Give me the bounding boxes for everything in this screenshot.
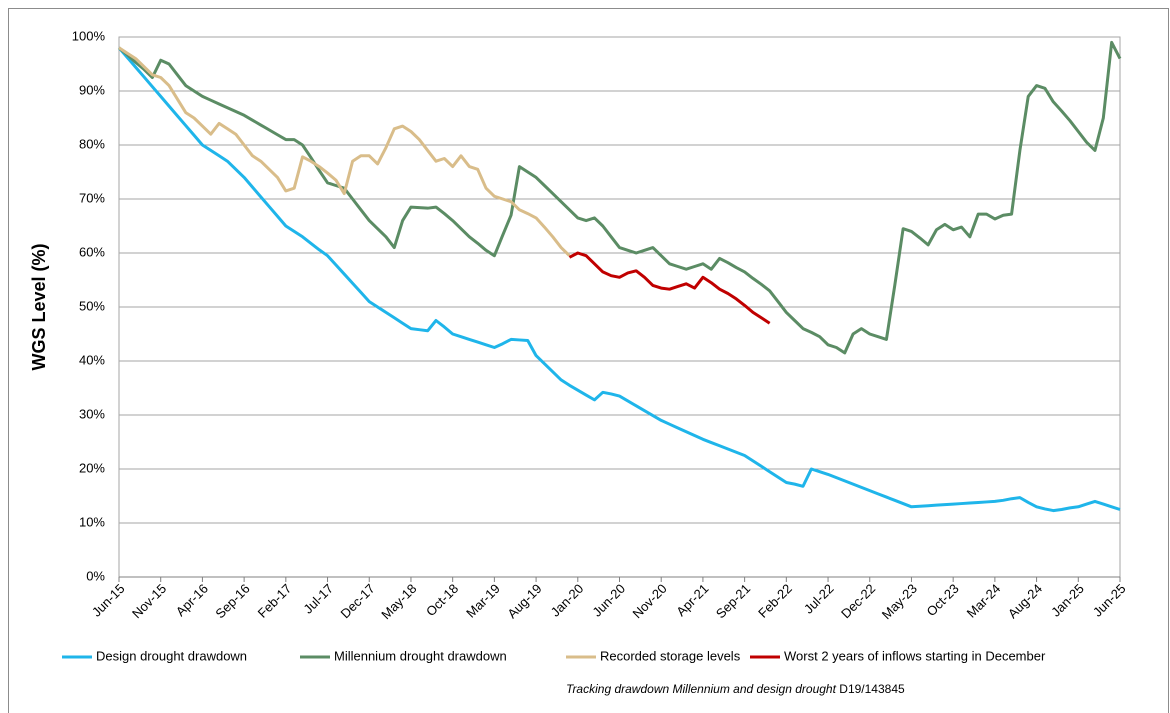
chart-frame <box>8 8 1169 713</box>
x-tick-label: Sep-16 <box>212 581 252 621</box>
footnote: Tracking drawdown Millennium and design … <box>566 682 905 696</box>
x-tick-label: Jan-20 <box>548 581 587 620</box>
x-tick-label: Jul-17 <box>300 581 336 617</box>
x-tick-label: May-18 <box>378 581 419 622</box>
y-tick-label: 10% <box>79 514 105 529</box>
y-tick-label: 50% <box>79 298 105 313</box>
series-line <box>118 40 1122 355</box>
x-tick-label: Jun-25 <box>1090 581 1129 620</box>
x-tick-label: Jun-15 <box>89 581 128 620</box>
y-tick-label: 70% <box>79 190 105 205</box>
x-tick-label: Jan-25 <box>1048 581 1087 620</box>
y-tick-label: 30% <box>79 406 105 421</box>
y-tick-label: 90% <box>79 82 105 97</box>
x-tick-label: Feb-22 <box>755 581 795 621</box>
y-axis-title: WGS Level (%) <box>29 243 49 370</box>
x-tick-label: Feb-17 <box>255 581 295 621</box>
x-tick-label: Oct-18 <box>423 581 461 619</box>
x-tick-label: Mar-19 <box>463 581 503 621</box>
x-tick-label: Dec-17 <box>338 581 378 621</box>
x-tick-label: Aug-24 <box>1005 581 1045 621</box>
footnote-text: Tracking drawdown Millennium and design … <box>566 682 837 696</box>
legend-label: Recorded storage levels <box>600 648 741 663</box>
x-tick-label: Nov-20 <box>630 581 670 621</box>
x-tick-label: Nov-15 <box>129 581 169 621</box>
x-tick-label: Jul-22 <box>801 581 837 617</box>
x-tick-label: May-23 <box>879 581 920 622</box>
y-tick-label: 60% <box>79 244 105 259</box>
legend-label: Millennium drought drawdown <box>334 648 507 663</box>
series-line <box>117 46 1121 513</box>
x-tick-label: Mar-24 <box>964 581 1004 621</box>
y-tick-label: 20% <box>79 460 105 475</box>
x-tick-label: Apr-21 <box>673 581 711 619</box>
x-tick-label: Jun-20 <box>589 581 628 620</box>
footnote-ref: D19/143845 <box>839 682 905 696</box>
y-tick-label: 100% <box>72 28 106 43</box>
y-tick-label: 40% <box>79 352 105 367</box>
x-tick-label: Apr-16 <box>173 581 211 619</box>
series-line <box>568 251 771 325</box>
x-tick-label: Sep-21 <box>713 581 753 621</box>
y-tick-label: 0% <box>86 568 105 583</box>
y-tick-label: 80% <box>79 136 105 151</box>
x-tick-label: Oct-23 <box>924 581 962 619</box>
x-tick-label: Aug-19 <box>504 581 544 621</box>
x-tick-label: Dec-22 <box>838 581 878 621</box>
legend-label: Design drought drawdown <box>96 648 247 663</box>
series-line <box>118 46 571 257</box>
legend-label: Worst 2 years of inflows starting in Dec… <box>784 648 1046 663</box>
